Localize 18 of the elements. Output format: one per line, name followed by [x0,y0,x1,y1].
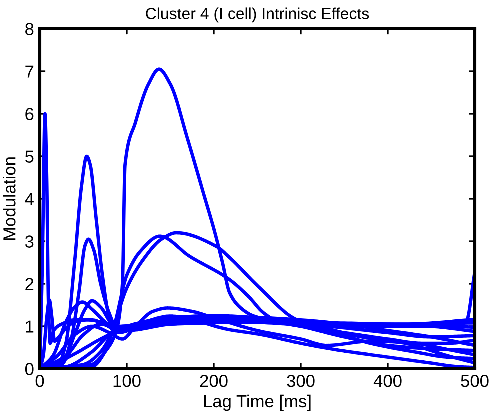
y-tick-label: 8 [26,23,34,36]
y-axis-title: Modulation [3,158,16,240]
y-tick-label: 1 [26,320,34,333]
x-tick-label: 300 [287,375,315,388]
x-tick-label: 400 [374,375,402,388]
y-tick-label: 3 [25,236,34,248]
x-tick-label: 200 [200,375,228,388]
y-tick-label: 6 [26,108,34,120]
y-tick-label: 2 [26,278,34,290]
x-tick-label: 500 [461,375,489,388]
y-tick-label: 5 [25,150,34,163]
y-tick-label: 7 [26,66,34,78]
x-axis-title: Lag Time [ms] [204,394,311,412]
chart-title: Cluster 4 (I cell) Intrinisc Effects [146,8,370,23]
x-tick-label: 0 [36,375,44,388]
y-tick-label: 0 [25,363,34,376]
x-tick-label: 100 [114,375,141,388]
y-tick-label: 4 [25,193,34,206]
